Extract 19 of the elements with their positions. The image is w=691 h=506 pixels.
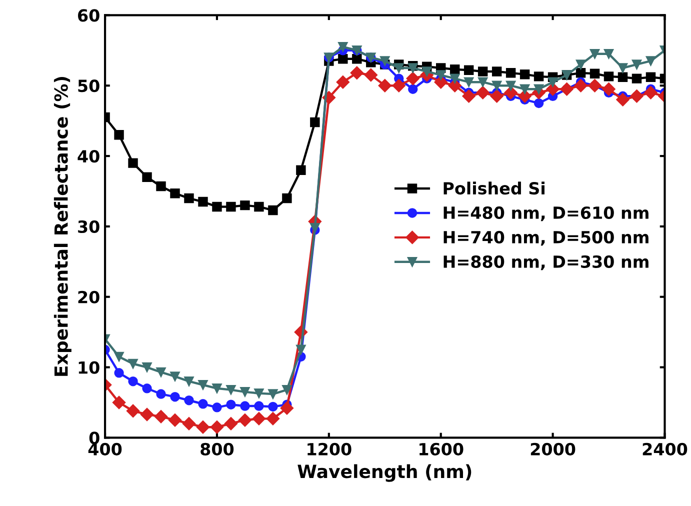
x-axis-title: Wavelength (nm) bbox=[298, 464, 472, 482]
y-tick-label: 0 bbox=[89, 432, 100, 444]
legend-label: Polished Si bbox=[444, 182, 544, 195]
x-tick-label: 1600 bbox=[420, 442, 464, 456]
legend-label: H=880 nm, D=330 nm bbox=[444, 255, 648, 270]
legend-label: H=480 nm, D=610 nm bbox=[444, 206, 648, 222]
legend-label: H=740 nm, D=500 nm bbox=[444, 230, 648, 246]
y-tick-label: 50 bbox=[78, 80, 100, 92]
x-tick-label: 2400 bbox=[642, 442, 688, 456]
x-tick-label: 1200 bbox=[308, 442, 352, 456]
y-tick-label: 10 bbox=[78, 361, 100, 374]
y-tick-label: 20 bbox=[78, 290, 100, 304]
x-tick-label: 800 bbox=[200, 442, 234, 456]
x-tick-label: 2000 bbox=[530, 442, 576, 456]
y-tick-label: 40 bbox=[78, 150, 100, 163]
y-axis-title: Experimental Reflectance (%) bbox=[54, 76, 72, 376]
y-tick-label: 30 bbox=[78, 220, 100, 234]
y-tick-label: 60 bbox=[78, 9, 100, 22]
x-tick-label: 400 bbox=[88, 442, 122, 456]
